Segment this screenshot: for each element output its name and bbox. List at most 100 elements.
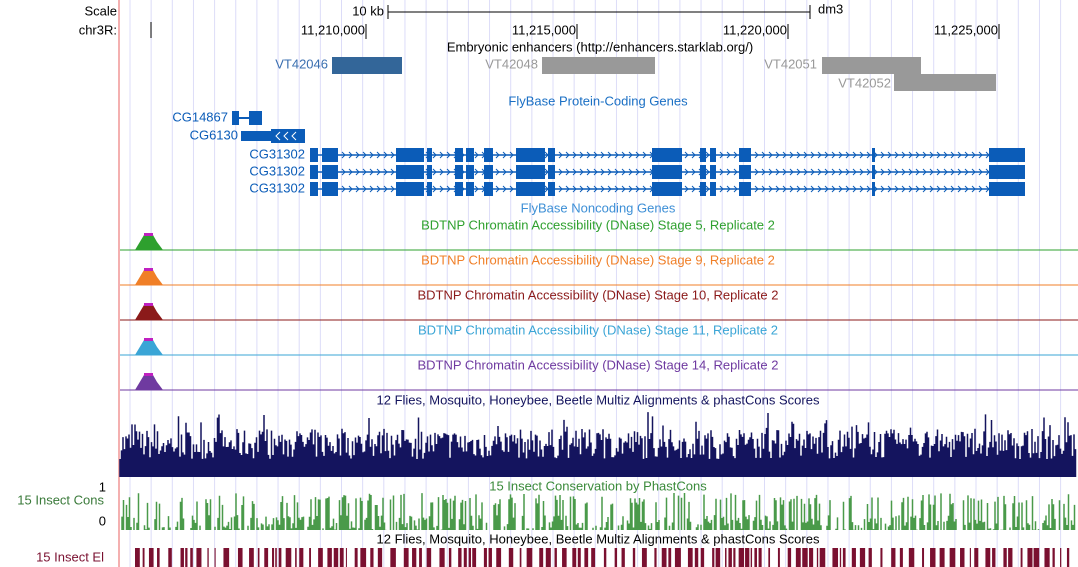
strand-arrow <box>621 185 626 193</box>
strand-arrow <box>432 185 437 193</box>
element <box>745 548 750 567</box>
signal-peak <box>135 340 163 355</box>
strand-arrow <box>586 168 591 176</box>
exon <box>241 131 271 141</box>
element <box>285 548 292 567</box>
left-label: 15 Insect El <box>36 549 104 564</box>
strand-arrow <box>866 168 871 176</box>
strand-arrow <box>502 151 507 159</box>
signal-peak <box>135 375 163 390</box>
track-title: FlyBase Protein-Coding Genes <box>508 93 688 108</box>
strand-arrow <box>866 185 871 193</box>
element <box>508 548 514 567</box>
strand-arrow <box>775 185 780 193</box>
strand-arrow <box>838 168 843 176</box>
signal-peak <box>135 270 163 285</box>
element <box>390 548 396 567</box>
exon <box>466 165 474 179</box>
strand-arrow <box>789 151 794 159</box>
element <box>142 548 145 567</box>
signal-peak <box>135 235 163 250</box>
strand-arrow <box>936 168 941 176</box>
element <box>554 548 557 567</box>
strand-arrow <box>719 168 724 176</box>
strand-arrow <box>558 168 563 176</box>
element <box>157 548 160 567</box>
element <box>750 548 753 567</box>
strand-arrow <box>642 185 647 193</box>
strand-arrow <box>936 185 941 193</box>
element <box>572 548 577 567</box>
strand-arrow <box>495 185 500 193</box>
element <box>257 548 260 567</box>
strand-arrow <box>817 168 822 176</box>
strand-arrow <box>810 168 815 176</box>
element <box>715 548 721 567</box>
element <box>403 548 409 567</box>
strand-arrow <box>432 151 437 159</box>
strand-arrow <box>600 168 605 176</box>
element <box>733 548 736 567</box>
strand-arrow <box>635 151 640 159</box>
exon <box>652 182 682 196</box>
strand-arrow <box>824 151 829 159</box>
strand-arrow <box>789 185 794 193</box>
strand-arrow <box>908 151 913 159</box>
track-title: BDTNP Chromatin Accessibility (DNase) St… <box>417 287 778 302</box>
axis-max: 1 <box>99 479 106 494</box>
strand-arrow <box>383 168 388 176</box>
exon <box>322 182 338 196</box>
element <box>1027 548 1033 567</box>
strand-arrow <box>439 185 444 193</box>
enhancer-label: VT42052 <box>838 75 891 90</box>
enhancer-label: VT42051 <box>764 56 817 71</box>
exon <box>466 148 474 162</box>
element <box>758 548 762 567</box>
strand-arrow <box>558 185 563 193</box>
element <box>249 548 254 567</box>
element <box>949 548 956 567</box>
enhancer-label: VT42046 <box>275 56 328 71</box>
element <box>458 548 462 567</box>
strand-arrow <box>621 168 626 176</box>
strand-arrow <box>705 151 710 159</box>
strand-arrow <box>831 185 836 193</box>
strand-arrow <box>894 151 899 159</box>
peak-top <box>144 338 153 341</box>
strand-arrow <box>355 168 360 176</box>
element <box>614 548 618 567</box>
strand-arrow <box>390 185 395 193</box>
element <box>472 548 477 567</box>
element <box>632 548 636 567</box>
element <box>969 548 971 567</box>
track-title: BDTNP Chromatin Accessibility (DNase) St… <box>421 217 775 232</box>
enhancer-label: VT42048 <box>485 56 538 71</box>
strand-arrow <box>642 168 647 176</box>
strand-arrow <box>922 185 927 193</box>
left-label: 15 Insect Cons <box>17 492 104 507</box>
strand-arrow <box>565 168 570 176</box>
element <box>545 548 551 567</box>
strand-arrow <box>586 151 591 159</box>
strand-arrow <box>964 151 969 159</box>
element <box>621 548 625 567</box>
strand-arrow <box>691 168 696 176</box>
strand-arrow <box>635 168 640 176</box>
strand-arrow <box>291 131 297 141</box>
element <box>214 548 216 567</box>
element <box>654 548 657 567</box>
strand-arrow <box>607 168 612 176</box>
strand-arrow <box>607 185 612 193</box>
peak-top <box>144 233 153 236</box>
strand-arrow <box>635 185 640 193</box>
exon <box>872 148 875 162</box>
gene-label: CG31302 <box>249 163 305 178</box>
strand-arrow <box>978 151 983 159</box>
strand-arrow <box>502 185 507 193</box>
element <box>738 548 745 567</box>
element <box>1003 548 1007 567</box>
strand-arrow <box>369 151 374 159</box>
strand-arrow <box>341 151 346 159</box>
strand-arrow <box>943 185 948 193</box>
